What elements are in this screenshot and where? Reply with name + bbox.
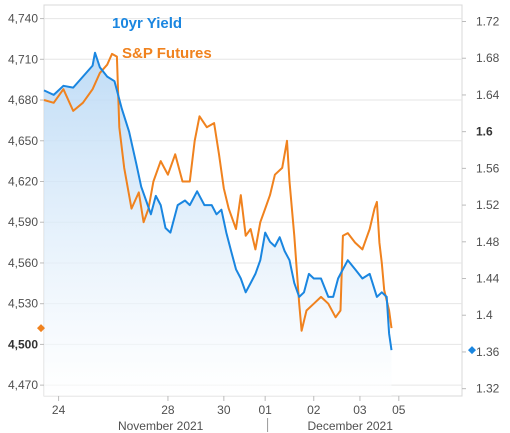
left-axis-marker [37,324,45,333]
y-tick-label-right: 1.68 [476,51,500,65]
y-tick-label-left: 4,650 [8,134,38,148]
y-tick-label-left: 4,560 [8,256,38,270]
y-tick-label-left: 4,470 [8,378,38,392]
yield-area [44,52,392,396]
y-tick-label-left: 4,590 [8,215,38,229]
y-tick-label-right: 1.72 [476,15,500,29]
axis-markers [37,324,476,355]
y-tick-label-right: 1.4 [476,308,493,322]
month-label: December 2021 [308,419,394,433]
y-tick-label-right: 1.48 [476,235,500,249]
x-tick-label: 05 [392,403,406,417]
y-tick-label-left: 4,740 [8,12,38,26]
legend-yield: 10yr Yield [112,15,182,32]
month-labels: November 2021 December 2021 [118,418,393,433]
y-tick-label-right: 1.56 [476,161,500,175]
y-tick-label-left: 4,710 [8,52,38,66]
y-tick-label-right: 1.52 [476,198,500,212]
series-line-futures [43,52,393,332]
y-tick-label-left: 4,500 [8,337,38,351]
y-tick-label-left: 4,620 [8,174,38,188]
y-axis-right: 1.32 1.36 1.4 1.44 1.48 1.52 1.56 1.6 1.64 1.68 1.… [462,15,500,396]
x-tick-label: 24 [52,403,66,417]
right-axis-marker [468,346,476,355]
y-tick-label-right: 1.6 [476,125,493,139]
y-tick-label-right: 1.32 [476,382,500,396]
x-tick-label: 28 [161,403,175,417]
y-tick-label-right: 1.64 [476,88,500,102]
x-tick-label: 03 [353,403,367,417]
x-tick-label: 30 [217,403,231,417]
y-axis-left: 4,470 4,500 4,530 4,560 4,590 4,620 4,650 4,680… [8,12,44,392]
x-tick-label: 01 [258,403,272,417]
y-tick-label-left: 4,530 [8,297,38,311]
y-tick-label-left: 4,680 [8,93,38,107]
series-line-yield [43,51,393,351]
y-tick-label-right: 1.44 [476,272,500,286]
month-label: November 2021 [118,419,204,433]
y-tick-label-right: 1.36 [476,345,500,359]
x-tick-label: 02 [307,403,321,417]
legend-futures: S&P Futures [122,45,212,62]
x-axis: 24 28 30 01 02 03 05 [52,396,406,417]
